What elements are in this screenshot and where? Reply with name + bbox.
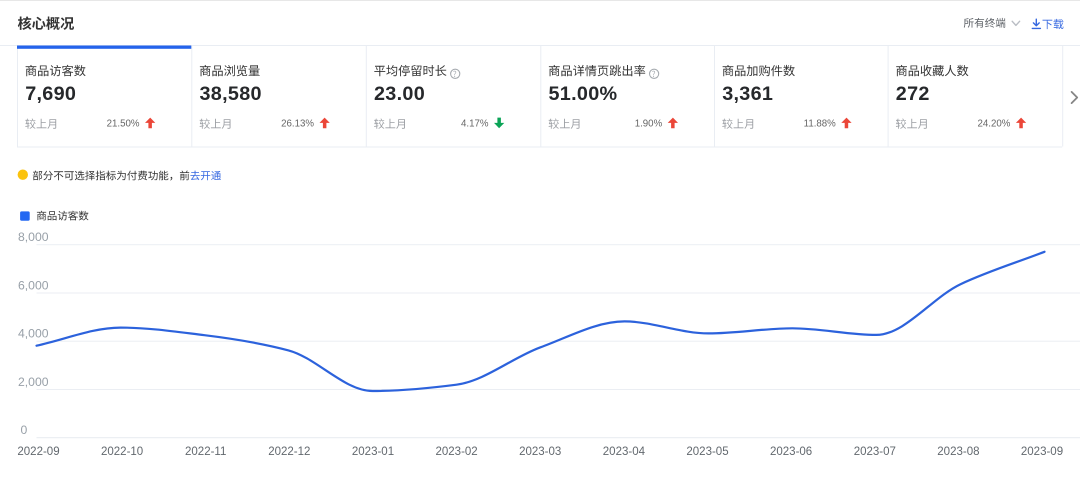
svg-text:26.13%: 26.13% xyxy=(281,119,314,130)
svg-text:2023-05: 2023-05 xyxy=(686,446,728,458)
svg-text:4.17%: 4.17% xyxy=(461,119,489,130)
svg-text:2,000: 2,000 xyxy=(18,375,49,389)
svg-text:1.90%: 1.90% xyxy=(635,119,663,130)
svg-text:7,690: 7,690 xyxy=(25,83,76,105)
svg-text:38,580: 38,580 xyxy=(200,83,262,105)
svg-text:2022-09: 2022-09 xyxy=(17,446,59,458)
svg-text:2023-06: 2023-06 xyxy=(770,446,812,458)
svg-text:2022-10: 2022-10 xyxy=(101,446,143,458)
svg-text:24.20%: 24.20% xyxy=(978,119,1011,130)
svg-text:2023-07: 2023-07 xyxy=(854,446,896,458)
svg-text:2023-08: 2023-08 xyxy=(937,446,979,458)
svg-text:51.00%: 51.00% xyxy=(549,83,618,105)
svg-text:4,000: 4,000 xyxy=(18,327,49,341)
svg-text:2023-09: 2023-09 xyxy=(1021,446,1063,458)
svg-text:3,361: 3,361 xyxy=(722,83,773,105)
svg-text:0: 0 xyxy=(21,423,28,437)
svg-text:272: 272 xyxy=(896,83,930,105)
svg-text:2022-11: 2022-11 xyxy=(185,446,226,458)
svg-text:8,000: 8,000 xyxy=(18,230,49,244)
svg-text:6,000: 6,000 xyxy=(18,278,49,292)
svg-text:2023-01: 2023-01 xyxy=(352,446,394,458)
svg-text:2023-03: 2023-03 xyxy=(519,446,561,458)
svg-text:2023-04: 2023-04 xyxy=(603,446,646,458)
svg-text:21.50%: 21.50% xyxy=(107,119,140,130)
svg-text:2022-12: 2022-12 xyxy=(268,446,310,458)
svg-text:11.88%: 11.88% xyxy=(804,119,837,130)
svg-text:2023-02: 2023-02 xyxy=(435,446,477,458)
svg-text:23.00: 23.00 xyxy=(374,83,425,105)
